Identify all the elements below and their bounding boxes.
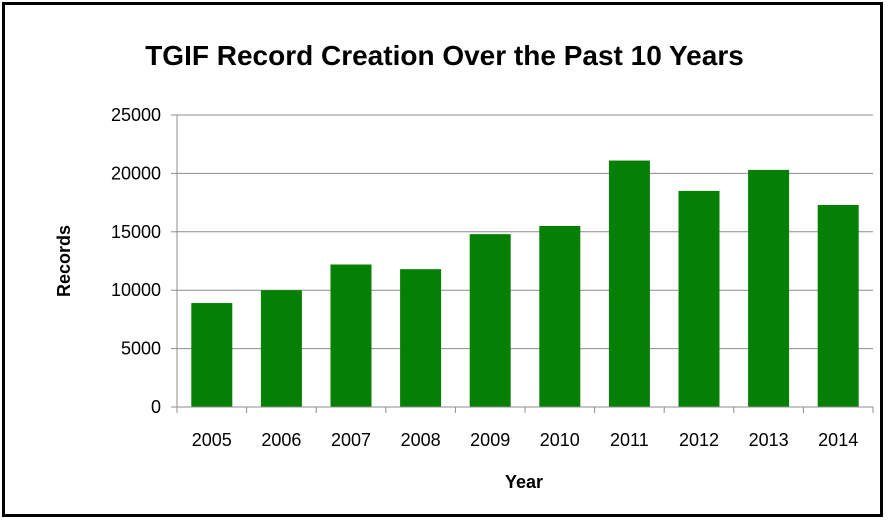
bar-2005	[191, 303, 233, 407]
y-axis-title: Records	[54, 225, 74, 297]
chart-frame	[2, 2, 883, 517]
x-tick-label: 2008	[401, 430, 441, 450]
bars	[191, 160, 859, 407]
y-tick-label: 20000	[111, 163, 161, 183]
x-tick-label: 2013	[749, 430, 789, 450]
x-tick-label: 2010	[540, 430, 580, 450]
x-tick-labels: 2005 2006 2007 2008 2009 2010 2011 2012 2013 2014	[192, 430, 858, 450]
x-tick-label: 2011	[610, 430, 649, 450]
y-tick-labels: 0 5000 10000 15000 20000 25000	[111, 105, 161, 417]
bar-2006	[260, 290, 302, 407]
chart-title: TGIF Record Creation Over the Past 10 Ye…	[145, 40, 744, 71]
y-tick-label: 25000	[111, 105, 161, 125]
bar-2007	[330, 264, 372, 407]
x-tick-label: 2007	[331, 430, 371, 450]
bar-2014	[817, 204, 859, 407]
bar-2013	[748, 169, 790, 407]
x-tick-label: 2012	[679, 430, 719, 450]
x-tick-label: 2005	[192, 430, 232, 450]
x-tick-label: 2009	[470, 430, 510, 450]
y-tick-label: 15000	[111, 222, 161, 242]
y-tick-label: 5000	[121, 339, 161, 359]
axes	[171, 114, 874, 413]
bar-2012	[678, 190, 720, 407]
x-tick-label: 2006	[261, 430, 301, 450]
x-axis-title: Year	[505, 472, 543, 492]
x-tick-label: 2014	[818, 430, 858, 450]
bar-2009	[469, 234, 511, 407]
bar-2010	[539, 225, 581, 407]
y-tick-label: 10000	[111, 280, 161, 300]
bar-2011	[608, 160, 650, 407]
bar-2008	[400, 269, 442, 407]
y-tick-label: 0	[151, 397, 161, 417]
